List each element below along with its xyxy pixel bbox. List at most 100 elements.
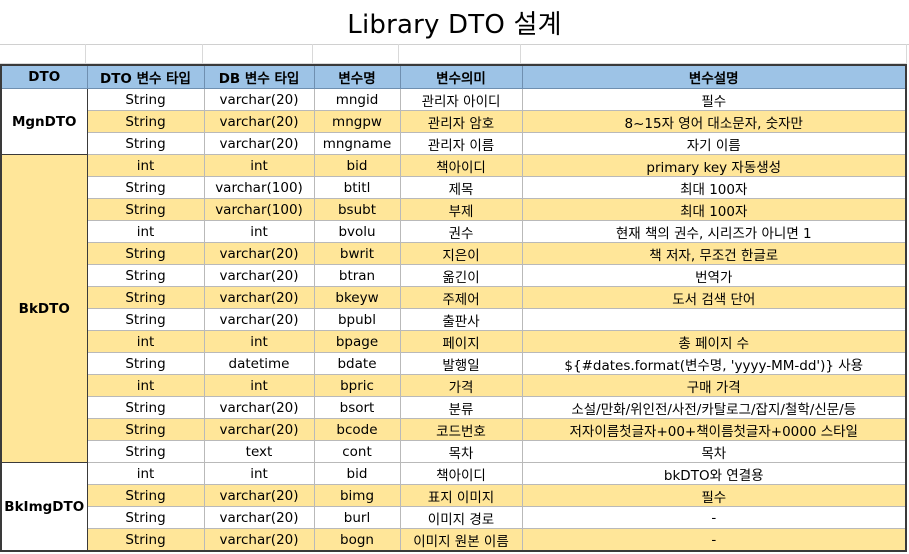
empty-cell[interactable] bbox=[0, 44, 86, 64]
var-desc-cell[interactable]: 필수 bbox=[521, 484, 907, 507]
empty-cell[interactable] bbox=[521, 44, 907, 64]
dto-type-cell[interactable]: String bbox=[86, 528, 205, 552]
db-type-cell[interactable]: varchar(20) bbox=[203, 484, 315, 507]
var-name-cell[interactable]: bpric bbox=[313, 374, 401, 397]
var-desc-cell[interactable]: 최대 100자 bbox=[521, 176, 907, 199]
var-meaning-cell[interactable]: 제목 bbox=[399, 176, 523, 199]
var-name-cell[interactable]: bimg bbox=[313, 484, 401, 507]
db-type-cell[interactable]: datetime bbox=[203, 352, 315, 375]
var-desc-cell[interactable]: 8~15자 영어 대소문자, 숫자만 bbox=[521, 110, 907, 133]
dto-type-cell[interactable]: String bbox=[86, 418, 205, 441]
var-desc-cell[interactable]: 구매 가격 bbox=[521, 374, 907, 397]
var-desc-cell[interactable]: 자기 이름 bbox=[521, 132, 907, 155]
dto-type-cell[interactable]: String bbox=[86, 110, 205, 133]
dto-type-cell[interactable]: int bbox=[86, 462, 205, 485]
var-name-cell[interactable]: bsort bbox=[313, 396, 401, 419]
dto-type-cell[interactable]: int bbox=[86, 330, 205, 353]
var-name-cell[interactable]: mngid bbox=[313, 88, 401, 111]
db-type-cell[interactable]: varchar(20) bbox=[203, 132, 315, 155]
var-meaning-cell[interactable]: 책아이디 bbox=[399, 154, 523, 177]
db-type-cell[interactable]: varchar(20) bbox=[203, 264, 315, 287]
db-type-cell[interactable]: int bbox=[203, 154, 315, 177]
var-desc-cell[interactable] bbox=[521, 308, 907, 331]
var-meaning-cell[interactable]: 코드번호 bbox=[399, 418, 523, 441]
dto-type-cell[interactable]: String bbox=[86, 176, 205, 199]
dto-type-cell[interactable]: String bbox=[86, 132, 205, 155]
dto-name-cell[interactable]: BkImgDTO bbox=[0, 462, 88, 552]
header-dto[interactable]: DTO bbox=[0, 64, 88, 89]
var-name-cell[interactable]: burl bbox=[313, 506, 401, 529]
var-meaning-cell[interactable]: 관리자 이름 bbox=[399, 132, 523, 155]
var-desc-cell[interactable]: 소설/만화/위인전/사전/카탈로그/잡지/철학/신문/등 bbox=[521, 396, 907, 419]
var-meaning-cell[interactable]: 발행일 bbox=[399, 352, 523, 375]
var-name-cell[interactable]: bvolu bbox=[313, 220, 401, 243]
dto-type-cell[interactable]: String bbox=[86, 396, 205, 419]
var-desc-cell[interactable]: 목차 bbox=[521, 440, 907, 463]
var-meaning-cell[interactable]: 가격 bbox=[399, 374, 523, 397]
dto-name-cell[interactable]: MgnDTO bbox=[0, 88, 88, 155]
var-meaning-cell[interactable]: 이미지 원본 이름 bbox=[399, 528, 523, 552]
var-desc-cell[interactable]: ${#dates.format(변수명, 'yyyy-MM-dd')} 사용 bbox=[521, 352, 907, 375]
var-desc-cell[interactable]: 총 페이지 수 bbox=[521, 330, 907, 353]
var-meaning-cell[interactable]: 출판사 bbox=[399, 308, 523, 331]
dto-type-cell[interactable]: String bbox=[86, 352, 205, 375]
dto-type-cell[interactable]: String bbox=[86, 286, 205, 309]
db-type-cell[interactable]: varchar(20) bbox=[203, 418, 315, 441]
var-name-cell[interactable]: bpage bbox=[313, 330, 401, 353]
db-type-cell[interactable]: varchar(20) bbox=[203, 528, 315, 552]
var-meaning-cell[interactable]: 페이지 bbox=[399, 330, 523, 353]
var-name-cell[interactable]: bwrit bbox=[313, 242, 401, 265]
var-name-cell[interactable]: bkeyw bbox=[313, 286, 401, 309]
dto-type-cell[interactable]: String bbox=[86, 308, 205, 331]
var-name-cell[interactable]: bcode bbox=[313, 418, 401, 441]
header-var-desc[interactable]: 변수설명 bbox=[521, 64, 907, 89]
dto-type-cell[interactable]: String bbox=[86, 264, 205, 287]
var-name-cell[interactable]: mngname bbox=[313, 132, 401, 155]
empty-cell[interactable] bbox=[203, 44, 313, 64]
var-desc-cell[interactable]: 필수 bbox=[521, 88, 907, 111]
db-type-cell[interactable]: int bbox=[203, 374, 315, 397]
var-meaning-cell[interactable]: 목차 bbox=[399, 440, 523, 463]
header-db-type[interactable]: DB 변수 타입 bbox=[203, 64, 315, 89]
var-name-cell[interactable]: bpubl bbox=[313, 308, 401, 331]
db-type-cell[interactable]: varchar(20) bbox=[203, 88, 315, 111]
empty-cell[interactable] bbox=[86, 44, 203, 64]
db-type-cell[interactable]: varchar(100) bbox=[203, 176, 315, 199]
header-var-meaning[interactable]: 변수의미 bbox=[399, 64, 523, 89]
dto-type-cell[interactable]: int bbox=[86, 374, 205, 397]
var-desc-cell[interactable]: 저자이름첫글자+00+책이름첫글자+0000 스타일 bbox=[521, 418, 907, 441]
db-type-cell[interactable]: varchar(20) bbox=[203, 308, 315, 331]
db-type-cell[interactable]: text bbox=[203, 440, 315, 463]
var-name-cell[interactable]: bid bbox=[313, 154, 401, 177]
db-type-cell[interactable]: varchar(20) bbox=[203, 110, 315, 133]
var-name-cell[interactable]: bogn bbox=[313, 528, 401, 552]
var-desc-cell[interactable]: bkDTO와 연결용 bbox=[521, 462, 907, 485]
db-type-cell[interactable]: varchar(20) bbox=[203, 396, 315, 419]
db-type-cell[interactable]: int bbox=[203, 330, 315, 353]
var-meaning-cell[interactable]: 지은이 bbox=[399, 242, 523, 265]
var-desc-cell[interactable]: 책 저자, 무조건 한글로 bbox=[521, 242, 907, 265]
var-name-cell[interactable]: cont bbox=[313, 440, 401, 463]
var-name-cell[interactable]: btran bbox=[313, 264, 401, 287]
var-meaning-cell[interactable]: 책아이디 bbox=[399, 462, 523, 485]
var-meaning-cell[interactable]: 권수 bbox=[399, 220, 523, 243]
dto-type-cell[interactable]: int bbox=[86, 220, 205, 243]
var-meaning-cell[interactable]: 부제 bbox=[399, 198, 523, 221]
var-desc-cell[interactable]: - bbox=[521, 506, 907, 529]
var-meaning-cell[interactable]: 주제어 bbox=[399, 286, 523, 309]
dto-name-cell[interactable]: BkDTO bbox=[0, 154, 88, 463]
db-type-cell[interactable]: varchar(20) bbox=[203, 506, 315, 529]
var-desc-cell[interactable]: 최대 100자 bbox=[521, 198, 907, 221]
dto-type-cell[interactable]: String bbox=[86, 198, 205, 221]
var-meaning-cell[interactable]: 옮긴이 bbox=[399, 264, 523, 287]
var-meaning-cell[interactable]: 표지 이미지 bbox=[399, 484, 523, 507]
dto-type-cell[interactable]: String bbox=[86, 242, 205, 265]
empty-cell[interactable] bbox=[399, 44, 521, 64]
db-type-cell[interactable]: varchar(100) bbox=[203, 198, 315, 221]
dto-type-cell[interactable]: String bbox=[86, 484, 205, 507]
dto-type-cell[interactable]: String bbox=[86, 506, 205, 529]
var-desc-cell[interactable]: primary key 자동생성 bbox=[521, 154, 907, 177]
empty-cell[interactable] bbox=[313, 44, 399, 64]
dto-type-cell[interactable]: String bbox=[86, 440, 205, 463]
var-name-cell[interactable]: bdate bbox=[313, 352, 401, 375]
